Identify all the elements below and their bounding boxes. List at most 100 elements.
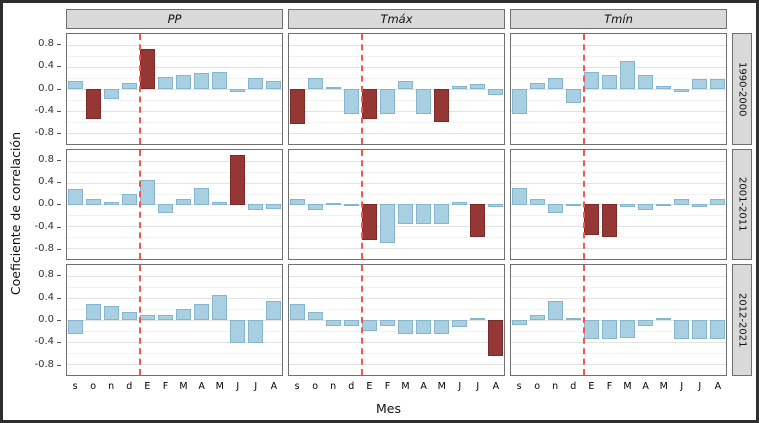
bar	[397, 80, 413, 89]
bar	[691, 204, 707, 208]
bar	[548, 77, 564, 89]
bar-significant	[362, 204, 378, 241]
gridline-major	[67, 132, 282, 134]
bar	[566, 204, 582, 207]
facet-strip-Tmáx: Tmáx	[288, 9, 505, 29]
bar	[104, 306, 120, 321]
bar	[469, 84, 485, 89]
bar	[68, 189, 84, 205]
gridline-minor	[67, 353, 282, 355]
gridline-minor	[511, 99, 726, 101]
reference-line-dec-jan	[582, 34, 585, 144]
bar	[487, 204, 503, 208]
bar	[362, 320, 378, 332]
bar	[380, 320, 396, 326]
x-tick-label: M	[401, 380, 410, 392]
bar	[140, 179, 156, 205]
gridline-minor	[289, 55, 504, 57]
gridline-major	[67, 364, 282, 366]
y-tick-mark	[57, 88, 61, 90]
bar	[211, 72, 227, 89]
bar	[344, 88, 360, 114]
gridline-minor	[67, 331, 282, 333]
x-tick-label: s	[294, 380, 300, 392]
bar	[175, 75, 191, 89]
panel-PP-2001-2011	[66, 148, 283, 261]
bar	[602, 75, 618, 89]
reference-line-dec-jan	[582, 149, 585, 260]
reference-line-dec-jan	[138, 265, 141, 375]
bar	[637, 204, 653, 210]
gridline-major	[67, 298, 282, 300]
gridline-minor	[511, 121, 726, 123]
bar	[451, 86, 467, 89]
y-tick-label: 0.4	[38, 291, 54, 303]
gridline-minor	[289, 215, 504, 217]
gridline-minor	[289, 99, 504, 101]
facet-strip-2001-2011: 2001-2011	[732, 148, 752, 261]
x-tick-label: n	[330, 380, 337, 392]
bar	[691, 320, 707, 340]
x-tick-label: J	[476, 380, 480, 392]
bar	[584, 320, 600, 340]
bar	[655, 86, 671, 89]
x-tick-label: o	[312, 380, 319, 392]
panel-PP-1990-2000	[66, 33, 283, 145]
bar	[433, 320, 449, 334]
y-tick-label: -0.8	[34, 243, 54, 255]
bar	[487, 88, 503, 96]
bar	[637, 320, 653, 326]
bar	[158, 76, 174, 89]
y-tick-label: 0.0	[38, 198, 54, 210]
x-tick-label: M	[437, 380, 446, 392]
gridline-minor	[511, 193, 726, 195]
y-tick-mark	[57, 226, 61, 228]
bar	[104, 201, 120, 205]
bar	[619, 320, 635, 338]
x-tick-label: M	[215, 380, 224, 392]
x-tick-label: J	[680, 380, 684, 392]
panel-Tmín-2012-2021	[510, 264, 727, 376]
bar	[469, 318, 485, 321]
x-tick-label: A	[270, 380, 278, 392]
x-tick-label: s	[72, 380, 78, 392]
gridline-major	[67, 88, 282, 90]
bar	[530, 83, 546, 89]
gridline-major	[67, 160, 282, 162]
y-tick-label: -0.4	[34, 105, 54, 117]
bar	[709, 199, 725, 205]
bar	[247, 77, 263, 89]
bar	[229, 320, 245, 344]
facet-strip-Tmín: Tmín	[510, 9, 727, 29]
x-tick-label: E	[366, 380, 373, 392]
bar-significant	[140, 49, 156, 89]
reference-line-dec-jan	[360, 265, 363, 375]
bar	[308, 311, 324, 321]
gridline-minor	[67, 215, 282, 217]
bar	[193, 188, 209, 205]
gridline-minor	[289, 331, 504, 333]
x-tick-label: A	[642, 380, 649, 392]
bar	[380, 88, 396, 114]
bar-significant	[229, 155, 245, 205]
gridline-minor	[511, 331, 726, 333]
y-tick-label: 0.4	[38, 60, 54, 72]
bar	[193, 303, 209, 321]
bar	[566, 318, 582, 321]
x-tick-label: d	[570, 380, 577, 392]
bar	[619, 61, 635, 89]
bar	[415, 88, 431, 114]
gridline-minor	[67, 55, 282, 57]
panel-PP-2012-2021	[66, 264, 283, 376]
y-tick-mark	[57, 111, 61, 113]
x-axis-title-area: Mes	[25, 398, 752, 418]
y-tick-label: 0.0	[38, 82, 54, 94]
y-tick-mark	[57, 66, 61, 68]
gridline-major	[511, 160, 726, 162]
gridline-minor	[289, 121, 504, 123]
bar-significant	[362, 88, 378, 119]
gridline-minor	[511, 171, 726, 173]
x-tick-label: M	[179, 380, 188, 392]
bar	[397, 204, 413, 224]
